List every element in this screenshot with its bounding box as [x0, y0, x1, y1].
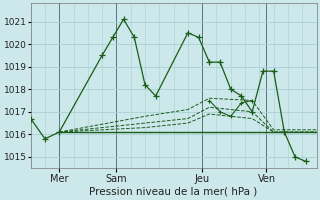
X-axis label: Pression niveau de la mer( hPa ): Pression niveau de la mer( hPa ) [90, 187, 258, 197]
